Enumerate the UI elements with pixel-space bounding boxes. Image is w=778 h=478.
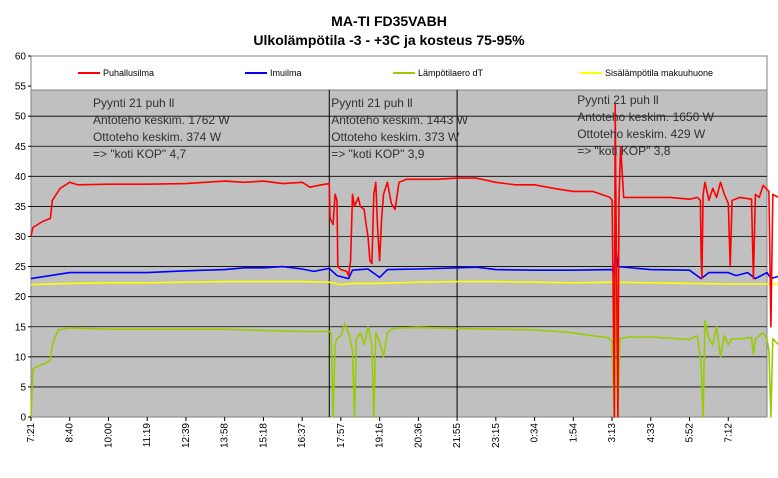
annotation-text: => "koti KOP" 3,9 <box>331 147 425 161</box>
x-tick-label: 13:58 <box>220 423 231 448</box>
x-tick-label: 15:18 <box>258 423 269 448</box>
annotation-text: => "koti KOP" 3,8 <box>577 144 671 158</box>
x-tick-label: 10:00 <box>103 423 114 448</box>
axes: 0 5 10 15 20 25 30 35 40 45 50 55 60 7:21 8:40 10:00 11:… <box>15 52 734 449</box>
annotation-text: Ottoteho keskim. 429 W <box>577 127 706 141</box>
series-line <box>30 280 778 286</box>
series-lines <box>30 103 778 418</box>
y-tick-label: 40 <box>15 172 27 183</box>
y-tick-label: 35 <box>15 202 27 213</box>
y-tick-label: 15 <box>15 322 27 333</box>
legend: Puhallusilma Imuilma Lämpötilaero dT Sisälä… <box>78 68 713 78</box>
y-tick-label: 10 <box>15 352 27 363</box>
x-tick-label: 7:21 <box>26 423 37 443</box>
y-tick-label: 55 <box>15 82 27 93</box>
annotation-text: Pyynti 21 puh ll <box>93 96 174 110</box>
plot-background <box>30 89 768 418</box>
annotation-text: Antoteho keskim. 1650 W <box>577 110 714 124</box>
x-tick-label: 4:33 <box>646 423 657 443</box>
x-tick-label: 5:52 <box>685 423 696 443</box>
plot-area <box>30 55 768 418</box>
annotation-text: => "koti KOP" 4,7 <box>93 147 187 161</box>
annotation-text: Antoteho keskim. 1443 W <box>331 113 468 127</box>
x-tick-label: 19:16 <box>375 423 386 448</box>
y-tick-label: 50 <box>15 112 27 123</box>
annotation-text: Antoteho keskim. 1762 W <box>93 113 230 127</box>
x-tick-label: 3:13 <box>607 423 618 443</box>
chart-subtitle: Ulkolämpötila -3 - +3C ja kosteus 75-95% <box>253 32 525 48</box>
x-tick-label: 1:54 <box>568 423 579 443</box>
y-tick-label: 0 <box>20 413 26 424</box>
gridlines <box>31 115 767 388</box>
series-line <box>30 247 778 280</box>
y-tick-label: 25 <box>15 262 27 273</box>
y-tick-label: 60 <box>15 52 27 63</box>
annotation-text: Ottoteho keskim. 374 W <box>93 130 222 144</box>
x-tick-label: 11:19 <box>142 423 153 448</box>
y-tick-label: 5 <box>20 382 26 393</box>
x-tick-label: 21:55 <box>452 423 463 448</box>
y-tick-label: 45 <box>15 142 27 153</box>
legend-label: Imuilma <box>270 68 302 78</box>
legend-label: Puhallusilma <box>103 68 154 78</box>
x-tick-label: 12:39 <box>181 423 192 448</box>
chart-title: MA-TI FD35VABH <box>331 13 447 29</box>
legend-label: Sisälämpötila makuuhuone <box>605 68 713 78</box>
y-tick-label: 30 <box>15 232 27 243</box>
x-tick-label: 17:57 <box>336 423 347 448</box>
x-tick-label: 8:40 <box>65 423 76 443</box>
x-tick-label: 7:12 <box>723 423 734 443</box>
x-tick-label: 23:15 <box>491 423 502 448</box>
y-tick-label: 20 <box>15 292 27 303</box>
annotation-text: Ottoteho keskim. 373 W <box>331 130 460 144</box>
x-tick-label: 0:34 <box>530 423 541 443</box>
annotation-text: Pyynti 21 puh ll <box>331 96 412 110</box>
series-line <box>30 265 778 418</box>
period-dividers <box>328 90 458 417</box>
annotation-text: Pyynti 21 puh ll <box>577 93 658 107</box>
legend-label: Lämpötilaero dT <box>418 68 484 78</box>
x-tick-label: 16:37 <box>297 423 308 448</box>
annotations: Pyynti 21 puh ll Antoteho keskim. 1762 W O… <box>93 93 715 161</box>
series-line <box>30 103 778 418</box>
x-tick-label: 20:36 <box>413 423 424 448</box>
